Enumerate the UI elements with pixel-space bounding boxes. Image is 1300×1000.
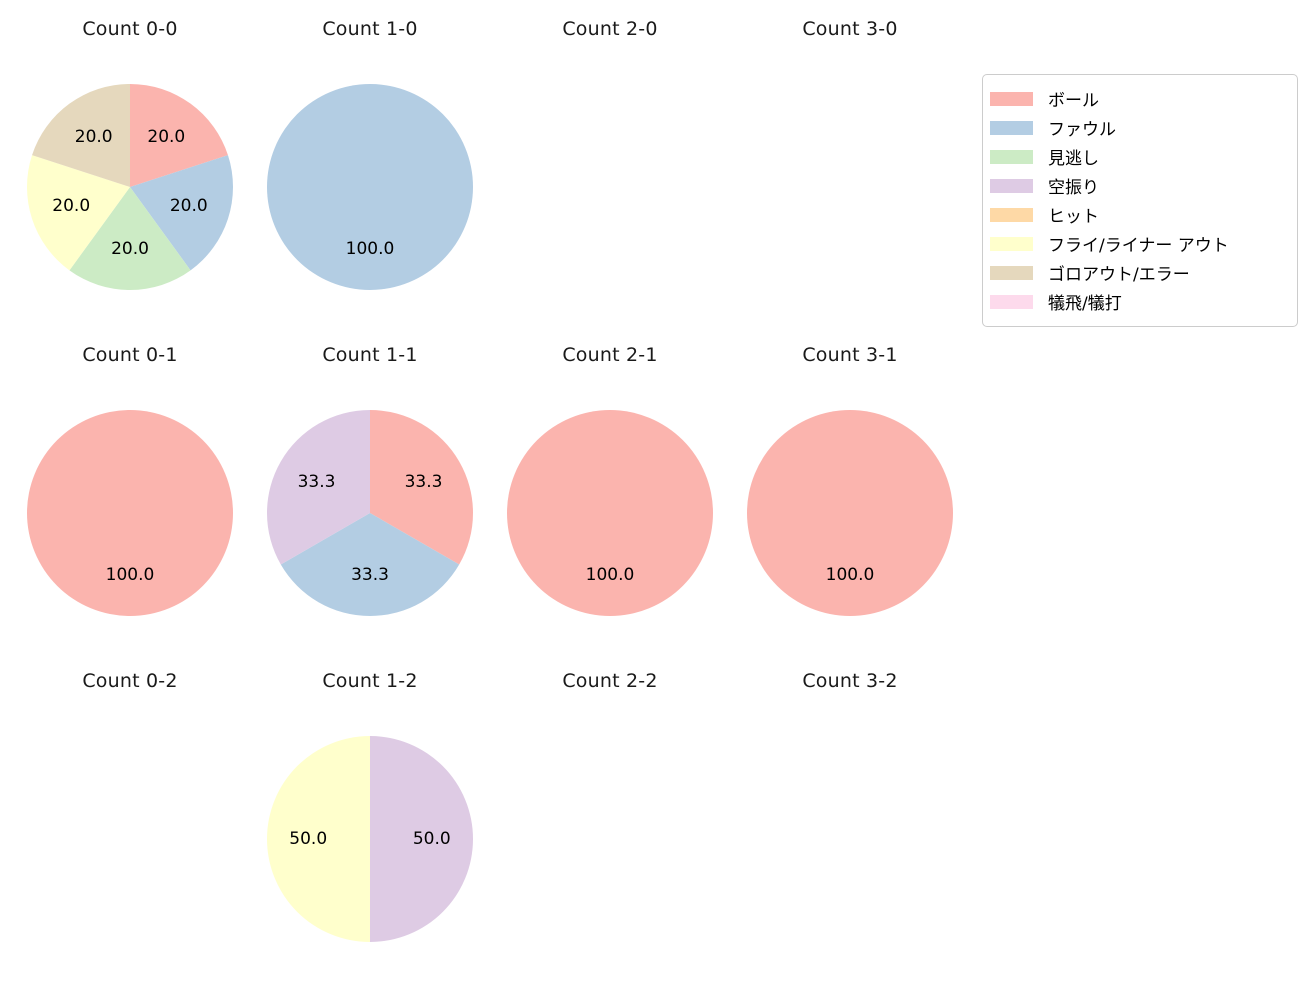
- pct-label: 100.0: [586, 564, 635, 584]
- legend-label: ヒット: [1048, 207, 1099, 227]
- pie-slice: [267, 83, 473, 290]
- pie-chart-cell: Count 0-2: [10, 652, 250, 978]
- pct-label: 20.0: [52, 196, 90, 216]
- pie-chart-cell: Count 0-1 100.0: [10, 326, 250, 652]
- chart-title: Count 2-0: [562, 18, 658, 40]
- pct-label: 20.0: [170, 196, 208, 216]
- pie-chart-cell: Count 1-1 33.3 33.3 33.3: [250, 326, 490, 652]
- pie-slice: [267, 735, 370, 942]
- chart-title: Count 3-0: [802, 18, 898, 40]
- pie-slice: [27, 409, 233, 616]
- pie-svg: 20.0 20.0 20.0 20.0 20.0: [26, 83, 234, 290]
- pie-svg: 100.0: [267, 83, 473, 290]
- legend-label: ファウル: [1048, 120, 1116, 140]
- pie-chart-cell: Count 3-2: [730, 652, 970, 978]
- legend-swatch: [990, 294, 1033, 309]
- pct-label: 100.0: [346, 238, 395, 258]
- pie-slice: [130, 83, 228, 187]
- legend: ボールファウル見逃し空振りヒットフライ/ライナー アウト ゴロアウト/エラー 犠飛/…: [982, 74, 1298, 327]
- pct-label: 50.0: [413, 829, 451, 849]
- pie-chart-grid: Count 0-0 20.0 20.0 20.0 20.0 20.0 Count 1-0 10…: [10, 0, 970, 978]
- pie-svg: 100.0: [27, 409, 233, 616]
- pie-slice: [130, 154, 234, 270]
- pie-chart-cell: Count 3-0: [730, 0, 970, 326]
- pct-label: 50.0: [289, 829, 327, 849]
- legend-label: 犠飛/犠打: [1048, 294, 1122, 314]
- chart-title: Count 2-1: [562, 344, 658, 366]
- chart-title: Count 1-0: [322, 18, 418, 40]
- pct-label: 20.0: [111, 238, 149, 258]
- pie-slice: [26, 154, 130, 270]
- legend-label: ゴロアウト/エラー: [1048, 265, 1190, 285]
- pie-chart-cell: Count 3-1 100.0: [730, 326, 970, 652]
- legend-item: ヒット: [990, 200, 1287, 229]
- legend-swatch: [990, 265, 1033, 280]
- pct-label: 20.0: [75, 127, 113, 147]
- pie-svg: 100.0: [507, 409, 713, 616]
- chart-title: Count 1-1: [322, 344, 418, 366]
- pct-label: 100.0: [106, 564, 155, 584]
- pie-slice: [370, 409, 474, 564]
- pie-slice: [280, 512, 460, 616]
- pie-slice: [266, 409, 370, 564]
- pie-svg: 100.0: [747, 409, 953, 616]
- legend-swatch: [990, 207, 1033, 222]
- legend-swatch: [990, 178, 1033, 193]
- pie-chart-cell: Count 2-0: [490, 0, 730, 326]
- pie-svg: 33.3 33.3 33.3: [266, 409, 474, 616]
- chart-title: Count 3-2: [802, 670, 898, 692]
- chart-title: Count 0-1: [82, 344, 178, 366]
- legend-label: フライ/ライナー アウト: [1048, 236, 1229, 256]
- legend-item: ゴロアウト/エラー: [990, 258, 1287, 287]
- pct-label: 20.0: [147, 127, 185, 147]
- pct-label: 100.0: [826, 564, 875, 584]
- legend-swatch: [990, 120, 1033, 135]
- pie-slice: [507, 409, 713, 616]
- chart-title: Count 1-2: [322, 670, 418, 692]
- legend-item: 犠飛/犠打: [990, 287, 1287, 316]
- legend-swatch: [990, 149, 1033, 164]
- pie-slice: [747, 409, 953, 616]
- pie-slice: [69, 186, 191, 290]
- chart-title: Count 3-1: [802, 344, 898, 366]
- legend-label: 空振り: [1048, 178, 1099, 198]
- pie-chart-cell: Count 1-0 100.0: [250, 0, 490, 326]
- legend-item: ファウル: [990, 113, 1287, 142]
- chart-title: Count 0-2: [82, 670, 178, 692]
- legend-item: 空振り: [990, 171, 1287, 200]
- pie-chart-cell: Count 0-0 20.0 20.0 20.0 20.0 20.0: [10, 0, 250, 326]
- legend-item: ボール: [990, 84, 1287, 113]
- pct-label: 33.3: [298, 472, 336, 492]
- pie-svg: 50.0 50.0: [267, 735, 473, 942]
- pie-chart-cell: Count 2-2: [490, 652, 730, 978]
- legend-swatch: [990, 91, 1033, 106]
- legend-label: ボール: [1048, 91, 1099, 111]
- pct-label: 33.3: [405, 472, 443, 492]
- legend-item: フライ/ライナー アウト: [990, 229, 1287, 258]
- pie-slice: [370, 735, 473, 942]
- chart-title: Count 0-0: [82, 18, 178, 40]
- chart-title: Count 2-2: [562, 670, 658, 692]
- pie-chart-cell: Count 1-2 50.0 50.0: [250, 652, 490, 978]
- pie-slice: [32, 83, 130, 187]
- pct-label: 33.3: [351, 564, 389, 584]
- legend-item: 見逃し: [990, 142, 1287, 171]
- pie-chart-cell: Count 2-1 100.0: [490, 326, 730, 652]
- legend-label: 見逃し: [1048, 149, 1099, 169]
- legend-swatch: [990, 236, 1033, 251]
